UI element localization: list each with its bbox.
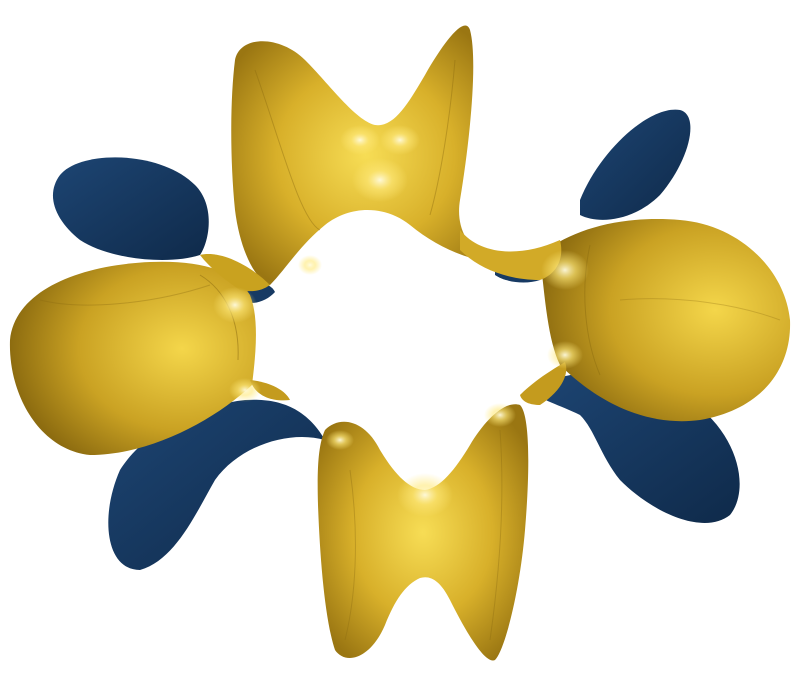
gold-saddle-left-top [200,254,270,292]
gold-saddle-right-bottom [520,362,567,405]
gold-lobe-top [231,25,500,286]
specular-highlights [213,125,589,517]
gold-lobe-right [540,219,791,422]
navy-lobe-top-right [580,109,691,220]
gold-lobe-bottom [317,404,529,661]
navy-lobe-top-left [52,157,209,260]
gold-lobe-left [9,261,256,455]
gold-saddle-left-bottom [250,380,290,401]
gold-saddle-right-top [460,230,562,280]
navy-lobe-bottom-left [108,399,325,570]
